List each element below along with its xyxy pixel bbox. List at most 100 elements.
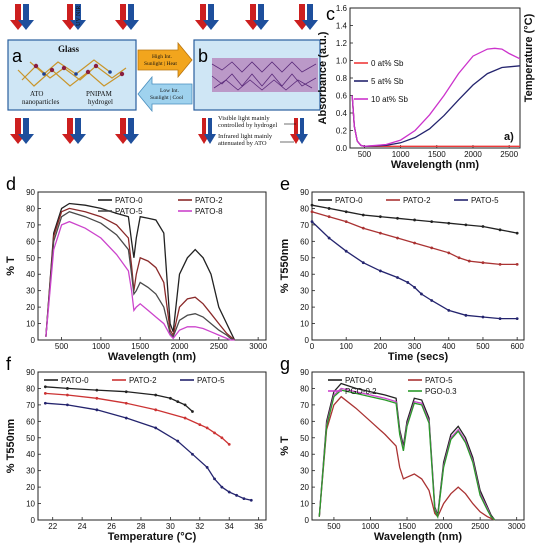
x-tick-label: 600 — [510, 342, 524, 351]
y-axis-label: % T — [279, 436, 291, 456]
data-point — [168, 396, 172, 400]
plot-frame — [37, 191, 267, 341]
y-tick-label: 60 — [300, 237, 309, 246]
data-point — [124, 416, 128, 420]
transition-arrows: High Int. Sunlight | Heat Low Int. Sunli… — [137, 41, 193, 113]
legend-label: PATO-5 — [115, 207, 143, 216]
legend-label: PATO-2 — [129, 376, 157, 385]
y-tick-label: 30 — [300, 287, 309, 296]
legend: 0 at% Sb 5 at% Sb 10 at% Sb — [354, 59, 408, 104]
y-tick-label: 90 — [26, 188, 35, 197]
data-point — [235, 493, 238, 497]
y-tick-label: 1.2 — [336, 39, 348, 48]
data-point — [378, 269, 382, 273]
data-point — [413, 218, 416, 222]
data-point — [361, 213, 365, 217]
y-axis-label: Absorbance (a.u.) — [317, 31, 329, 124]
x-tick-label: 1500 — [428, 150, 446, 159]
visible-light-note: Visible light mainly — [218, 115, 270, 122]
panel-letter-d: d — [6, 174, 16, 194]
data-point — [430, 220, 434, 224]
panel-a-box: a Glass ATO nanoparticles PNIPAM hydroge… — [7, 39, 137, 111]
x-tick-label: 2000 — [435, 522, 453, 531]
ato-label: ATO — [30, 90, 43, 98]
data-point — [464, 223, 468, 227]
y-tick-label: 30 — [26, 467, 35, 476]
legend: PATO-0 PATO-2 PATO-5 PATO-8 — [98, 196, 223, 216]
series-line — [45, 220, 235, 341]
y-tick-label: 50 — [26, 434, 35, 443]
schematic-diagram: UV NIR a Glass ATO nanoparticles PNIPAM … — [7, 4, 321, 147]
x-tick-label: 3000 — [508, 522, 526, 531]
y-tick-label: 70 — [26, 401, 35, 410]
data-point — [66, 393, 69, 397]
ato-nanoparticles — [33, 63, 125, 77]
series-line — [45, 202, 236, 341]
chart-absorbance: 500 1000 1500 2000 2500 0.0 0.2 0.4 0.6 0.8 1.0 1.2… — [317, 4, 535, 171]
blue-arrow — [253, 4, 269, 30]
data-point — [447, 309, 451, 312]
x-tick-label: 300 — [408, 342, 422, 351]
x-tick-label: 400 — [442, 342, 456, 351]
data-point — [191, 452, 194, 456]
y-axis-right-label: Temperature (°C) — [523, 13, 535, 102]
data-point — [378, 231, 382, 235]
data-point — [430, 299, 434, 302]
data-point — [481, 315, 485, 319]
legend-label: PATO-5 — [425, 376, 453, 385]
x-tick-label: 26 — [107, 522, 116, 531]
data-point — [183, 403, 187, 407]
series-line — [45, 207, 236, 341]
y-tick-label: 50 — [26, 254, 35, 263]
y-tick-label: 0 — [31, 516, 36, 525]
y-tick-label: 50 — [300, 254, 309, 263]
data-point — [227, 490, 231, 494]
x-tick-label: 3000 — [249, 342, 267, 351]
y-tick-label: 0 — [305, 336, 310, 345]
y-tick-label: 0 — [305, 516, 310, 525]
data-point — [457, 256, 461, 260]
heat-arrow — [137, 41, 193, 79]
blue-arrow — [123, 118, 139, 144]
infrared-light-note: Infrared light mainly — [218, 133, 273, 140]
y-tick-label: 1.6 — [336, 4, 348, 13]
data-point — [327, 215, 331, 219]
data-point — [95, 396, 99, 400]
heat-arrow-label: High Int. — [152, 54, 172, 60]
y-tick-label: 30 — [300, 467, 309, 476]
plot-frame — [37, 371, 267, 521]
legend-label: PATO-0 — [335, 196, 363, 205]
y-axis-label: % T — [5, 256, 17, 276]
x-axis-label: Temperature (°C) — [108, 531, 197, 543]
legend-label: PATO-0 — [345, 376, 373, 385]
blue-arrow — [302, 4, 318, 30]
y-tick-label: 20 — [26, 483, 35, 492]
spectrum-vertical-label: UV NIR — [76, 6, 82, 26]
y-tick-label: 0 — [31, 336, 36, 345]
x-axis-label: Wavelength (nm) — [108, 351, 197, 363]
data-point — [447, 251, 451, 255]
x-tick-label: 24 — [78, 522, 87, 531]
hydrogel-network — [17, 59, 127, 87]
y-tick-label: 0.4 — [336, 109, 348, 118]
x-tick-label: 34 — [225, 522, 234, 531]
legend-label: PATO-8 — [195, 207, 223, 216]
y-tick-label: 20 — [300, 483, 309, 492]
data-point — [447, 221, 451, 225]
y-tick-label: 90 — [26, 368, 35, 377]
data-point — [220, 485, 224, 489]
data-point — [154, 393, 158, 397]
x-tick-label: 200 — [374, 342, 388, 351]
y-tick-label: 70 — [26, 221, 35, 230]
data-point — [66, 387, 69, 390]
panel-b-box: b — [193, 39, 321, 111]
y-tick-label: 40 — [26, 450, 35, 459]
x-axis-label: Wavelength (nm) — [391, 159, 480, 171]
x-tick-label: 500 — [358, 150, 372, 159]
transmitted-light-arrows — [10, 118, 308, 144]
x-axis-label: Wavelength (nm) — [374, 531, 463, 543]
data-point — [176, 400, 180, 403]
infrared-light-note-2: attenuated by ATO — [218, 140, 267, 147]
data-point — [498, 228, 502, 232]
